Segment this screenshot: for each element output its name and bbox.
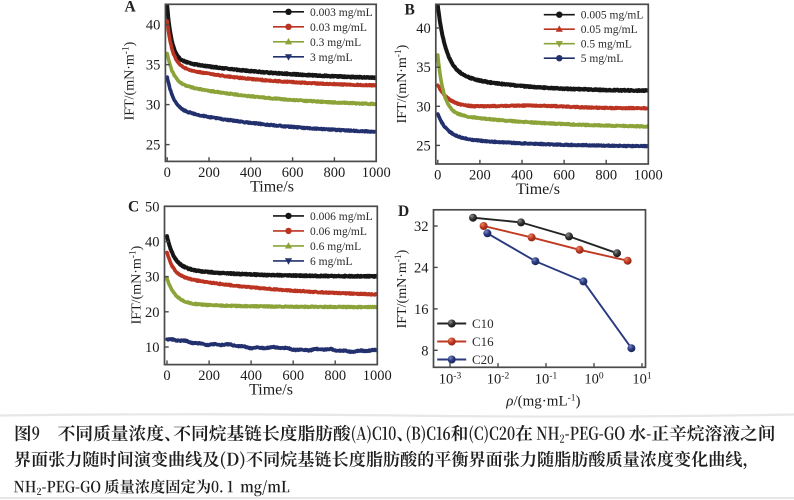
svg-text:40: 40 bbox=[145, 235, 160, 251]
svg-text:0: 0 bbox=[163, 368, 170, 384]
svg-text:0.05 mg/mL: 0.05 mg/mL bbox=[581, 24, 638, 36]
svg-text:C20: C20 bbox=[472, 352, 494, 367]
svg-text:0.003 mg/mL: 0.003 mg/mL bbox=[310, 7, 373, 19]
svg-text:400: 400 bbox=[240, 368, 262, 384]
svg-text:0: 0 bbox=[434, 168, 441, 184]
svg-text:600: 600 bbox=[553, 168, 575, 184]
svg-text:200: 200 bbox=[469, 168, 491, 184]
svg-text:24: 24 bbox=[414, 260, 429, 276]
svg-text:400: 400 bbox=[240, 165, 262, 181]
svg-text:1000: 1000 bbox=[634, 168, 663, 184]
svg-text:20: 20 bbox=[145, 305, 160, 321]
svg-text:0.006 mg/mL: 0.006 mg/mL bbox=[310, 211, 373, 223]
svg-text:35: 35 bbox=[146, 58, 161, 74]
svg-text:0.3 mg/mL: 0.3 mg/mL bbox=[310, 37, 361, 49]
svg-text:35: 35 bbox=[416, 60, 431, 76]
svg-text:Time/s: Time/s bbox=[249, 382, 293, 399]
svg-text:B: B bbox=[405, 2, 415, 19]
svg-text:C: C bbox=[128, 199, 139, 216]
svg-text:Time/s: Time/s bbox=[250, 179, 294, 196]
svg-text:C10: C10 bbox=[472, 316, 494, 331]
svg-text:0.5 mg/mL: 0.5 mg/mL bbox=[581, 39, 632, 51]
svg-text:30: 30 bbox=[145, 270, 160, 286]
svg-text:C16: C16 bbox=[472, 334, 494, 349]
svg-text:6 mg/mL: 6 mg/mL bbox=[310, 256, 353, 268]
svg-text:IFT/(mN·m-1): IFT/(mN·m-1) bbox=[129, 245, 145, 324]
svg-text:0.06 mg/mL: 0.06 mg/mL bbox=[310, 226, 367, 238]
svg-text:800: 800 bbox=[595, 168, 617, 184]
svg-text:5 mg/mL: 5 mg/mL bbox=[581, 53, 624, 65]
svg-text:32: 32 bbox=[414, 219, 429, 235]
svg-text:25: 25 bbox=[416, 138, 431, 154]
svg-text:30: 30 bbox=[146, 98, 161, 114]
svg-text:3 mg/mL: 3 mg/mL bbox=[310, 52, 353, 64]
svg-text:16: 16 bbox=[414, 302, 429, 318]
svg-text:40: 40 bbox=[146, 18, 161, 34]
svg-text:0.005 mg/mL: 0.005 mg/mL bbox=[581, 10, 644, 22]
svg-text:IFT/(mN·m-1): IFT/(mN·m-1) bbox=[394, 249, 410, 328]
svg-text:D: D bbox=[398, 203, 409, 220]
svg-text:0.03 mg/mL: 0.03 mg/mL bbox=[310, 22, 367, 34]
svg-text:200: 200 bbox=[198, 368, 220, 384]
svg-text:400: 400 bbox=[511, 168, 533, 184]
svg-text:ρ/(mg·mL-1): ρ/(mg·mL-1) bbox=[505, 394, 580, 410]
svg-text:1000: 1000 bbox=[362, 165, 391, 181]
svg-text:0: 0 bbox=[164, 165, 171, 181]
svg-text:Time/s: Time/s bbox=[516, 181, 560, 198]
svg-text:30: 30 bbox=[416, 99, 431, 115]
svg-text:8: 8 bbox=[421, 343, 428, 359]
svg-text:600: 600 bbox=[282, 368, 304, 384]
svg-text:A: A bbox=[125, 0, 137, 16]
svg-text:IFT/(mN·m-1): IFT/(mN·m-1) bbox=[122, 41, 138, 120]
svg-text:600: 600 bbox=[282, 165, 304, 181]
svg-text:IFT/(mN·m-1): IFT/(mN·m-1) bbox=[394, 44, 410, 123]
svg-text:10: 10 bbox=[145, 340, 160, 356]
svg-text:1000: 1000 bbox=[363, 368, 392, 384]
svg-text:0.6 mg/mL: 0.6 mg/mL bbox=[310, 241, 361, 253]
svg-text:40: 40 bbox=[416, 21, 431, 37]
svg-text:200: 200 bbox=[198, 165, 220, 181]
svg-text:50: 50 bbox=[145, 199, 160, 215]
svg-text:800: 800 bbox=[324, 165, 346, 181]
svg-text:25: 25 bbox=[146, 138, 161, 154]
svg-text:800: 800 bbox=[324, 368, 346, 384]
